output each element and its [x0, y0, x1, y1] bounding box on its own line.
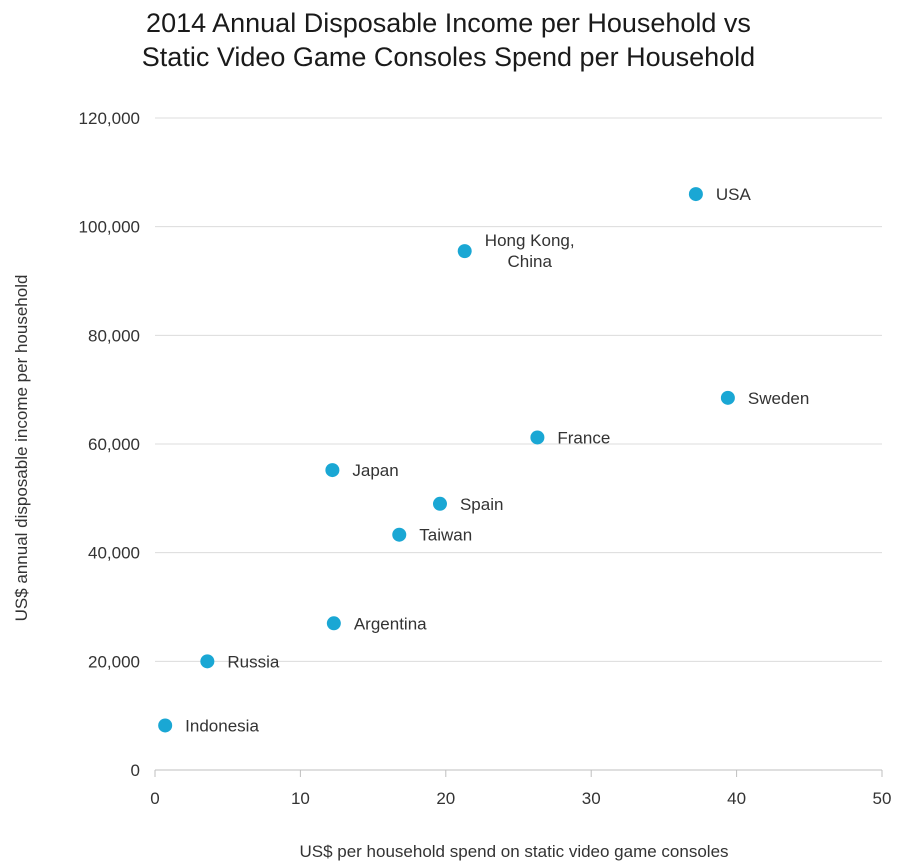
data-point	[432, 496, 447, 511]
y-tick-label: 100,000	[79, 218, 140, 237]
data-label: Sweden	[748, 389, 809, 408]
data-label: Japan	[352, 461, 398, 480]
data-label: Indonesia	[185, 716, 259, 735]
y-tick-label: 40,000	[88, 544, 140, 563]
data-label: China	[507, 252, 552, 271]
data-label: Argentina	[354, 614, 427, 633]
data-point	[326, 616, 341, 631]
data-point	[688, 187, 703, 202]
x-axis-label: US$ per household spend on static video …	[299, 842, 728, 861]
y-tick-label: 80,000	[88, 326, 140, 345]
data-label: Spain	[460, 495, 503, 514]
data-point	[325, 463, 340, 478]
x-tick-label: 40	[727, 789, 746, 808]
x-tick-label: 30	[582, 789, 601, 808]
data-point	[530, 430, 545, 445]
data-point	[200, 654, 215, 669]
data-label: France	[557, 428, 610, 447]
data-label: Taiwan	[419, 526, 472, 545]
data-label: USA	[716, 185, 752, 204]
gridlines	[155, 117, 882, 662]
data-point	[720, 390, 735, 405]
chart-title-line-2: Static Video Game Consoles Spend per Hou…	[141, 42, 756, 72]
x-tick-label: 20	[436, 789, 455, 808]
data-points: USA Hong Kong, China Sweden France Japan Spain…	[158, 185, 809, 735]
y-axis-label: US$ annual disposable income per househo…	[12, 275, 31, 622]
data-label: Hong Kong,	[485, 231, 575, 250]
data-point	[392, 527, 407, 542]
data-point	[457, 244, 472, 259]
data-point	[158, 718, 173, 733]
chart-title-line-1: 2014 Annual Disposable Income per Househ…	[146, 8, 751, 38]
axes: 0 20,000 40,000 60,000 80,000 100,000 120,000 0…	[79, 109, 892, 808]
x-tick-label: 0	[150, 789, 159, 808]
x-tick-label: 10	[291, 789, 310, 808]
data-label: Russia	[227, 652, 280, 671]
y-tick-label: 120,000	[79, 109, 140, 128]
x-tick-label: 50	[873, 789, 892, 808]
y-tick-label: 60,000	[88, 435, 140, 454]
y-tick-label: 20,000	[88, 652, 140, 671]
y-tick-label: 0	[131, 761, 140, 780]
